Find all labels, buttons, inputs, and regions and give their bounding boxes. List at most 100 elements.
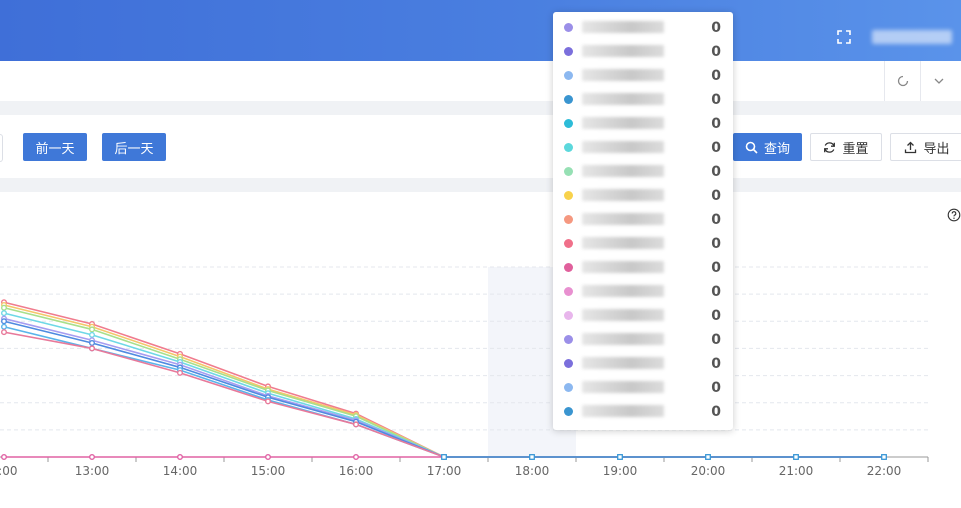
x-tick-label: 18:00 [515, 464, 550, 478]
tooltip-row: 0 [553, 16, 733, 40]
series-color-dot [564, 23, 573, 32]
series-point [1, 454, 7, 461]
series-point [88, 345, 95, 352]
tooltip-row: 0 [553, 184, 733, 208]
export-label: 导出 [923, 141, 950, 157]
series-name-blurred [582, 69, 664, 81]
series-point [1, 318, 7, 325]
series-name-blurred [582, 21, 664, 33]
series-color-dot [564, 143, 573, 152]
series-point [529, 454, 535, 460]
tooltip-row: 0 [553, 64, 733, 88]
top-header [0, 0, 961, 61]
series-point [176, 369, 183, 376]
series-color-dot [564, 167, 573, 176]
series-color-dot [564, 71, 573, 80]
series-point [88, 454, 95, 461]
series-color-dot [564, 359, 573, 368]
series-point [265, 454, 272, 461]
search-button[interactable]: 查询 [733, 133, 802, 161]
series-name-blurred [582, 117, 664, 129]
series-point [1, 304, 7, 311]
series-color-dot [564, 119, 573, 128]
user-name-blurred[interactable] [872, 30, 952, 44]
fullscreen-icon[interactable] [836, 29, 852, 45]
prev-day-button[interactable]: 前一天 [23, 133, 87, 161]
series-name-blurred [582, 405, 664, 417]
x-tick-label: 17:00 [427, 464, 462, 478]
tooltip-row: 0 [553, 136, 733, 160]
series-point [176, 454, 183, 461]
series-name-blurred [582, 165, 664, 177]
series-point [88, 326, 95, 333]
series-point [1, 310, 7, 317]
reset-label: 重置 [842, 141, 869, 157]
series-point [88, 339, 95, 346]
refresh-icon [897, 75, 908, 87]
series-point [441, 454, 447, 460]
chevron-down-icon [934, 78, 943, 84]
refresh-button[interactable] [884, 61, 920, 101]
series-line [3, 312, 884, 458]
series-name-blurred [582, 189, 664, 201]
series-name-blurred [582, 45, 664, 57]
series-name-blurred [582, 261, 664, 273]
tabs-dropdown-button[interactable] [920, 61, 956, 101]
series-name-blurred [582, 357, 664, 369]
x-tick-label: 16:00 [339, 464, 374, 478]
x-tick-label: 20:00 [691, 464, 726, 478]
tooltip-row: 0 [553, 400, 733, 424]
series-point [353, 421, 360, 428]
series-value: 0 [711, 188, 721, 204]
tooltip-row: 0 [553, 232, 733, 256]
series-point [881, 454, 887, 460]
series-value: 0 [711, 260, 721, 276]
series-name-blurred [582, 381, 664, 393]
series-name-blurred [582, 93, 664, 105]
series-color-dot [564, 215, 573, 224]
series-color-dot [564, 191, 573, 200]
series-value: 0 [711, 20, 721, 36]
series-value: 0 [711, 332, 721, 348]
series-color-dot [564, 95, 573, 104]
series-value: 0 [711, 140, 721, 156]
x-tick-label: 19:00 [603, 464, 638, 478]
series-line [3, 301, 884, 458]
tooltip-row: 0 [553, 40, 733, 64]
series-value: 0 [711, 212, 721, 228]
line-chart[interactable]: 2:00 13:00 14:00 15:00 16:00 17:00 18:00 19:00 2… [0, 192, 961, 508]
next-day-label: 后一天 [114, 141, 154, 157]
tooltip-row: 0 [553, 304, 733, 328]
series-color-dot [564, 407, 573, 416]
series-name-blurred [582, 213, 664, 225]
search-label: 查询 [763, 141, 790, 157]
x-tick-label: 15:00 [251, 464, 286, 478]
export-button[interactable]: 导出 [890, 133, 961, 161]
tooltip-row: 0 [553, 208, 733, 232]
reset-button[interactable]: 重置 [810, 133, 882, 161]
date-picker-edge[interactable] [0, 134, 3, 162]
series-value: 0 [711, 308, 721, 324]
series-value: 0 [711, 116, 721, 132]
series-value: 0 [711, 44, 721, 60]
x-tick-label: 21:00 [779, 464, 814, 478]
series-color-dot [564, 335, 573, 344]
section-gap [0, 101, 961, 115]
series-color-dot [564, 287, 573, 296]
series-value: 0 [711, 404, 721, 420]
x-tick-label: 22:00 [867, 464, 902, 478]
series-color-dot [564, 263, 573, 272]
series-color-dot [564, 311, 573, 320]
help-icon[interactable] [947, 208, 961, 222]
next-day-button[interactable]: 后一天 [102, 133, 166, 161]
series-color-dot [564, 47, 573, 56]
series-name-blurred [582, 237, 664, 249]
series-point [88, 331, 95, 338]
series-line [3, 304, 884, 458]
x-tick-label: 2:00 [0, 464, 17, 478]
series-line [3, 306, 884, 458]
chart-tooltip: 0 0 0 0 0 0 0 0 0 0 0 0 0 0 0 0 0 [553, 12, 733, 430]
series-point [617, 454, 623, 460]
filter-toolbar: 前一天 后一天 查询 重置 导出 [0, 115, 961, 178]
section-gap [0, 178, 961, 192]
